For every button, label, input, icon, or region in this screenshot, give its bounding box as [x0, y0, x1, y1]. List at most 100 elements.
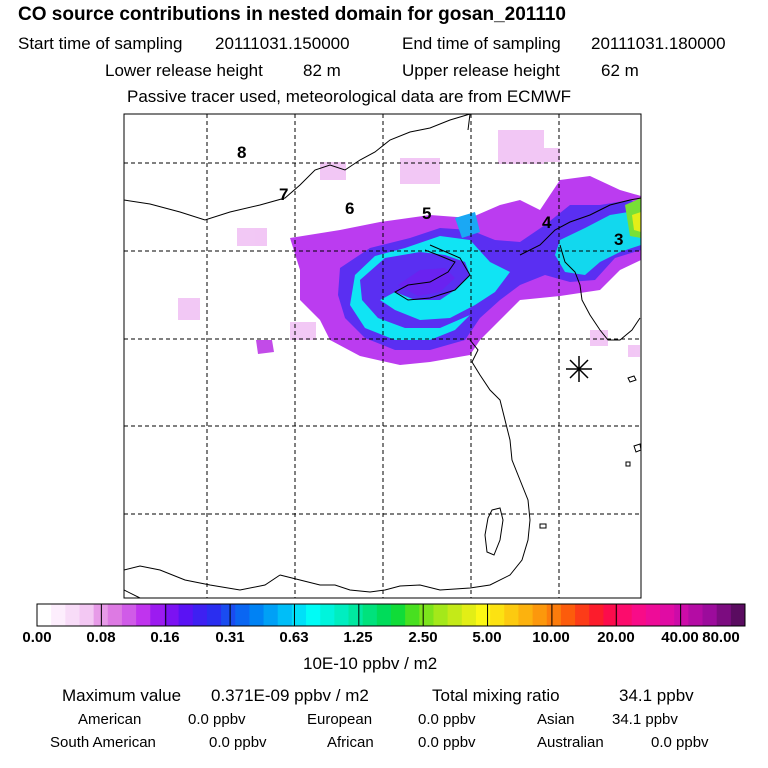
total-mixing-label: Total mixing ratio	[432, 686, 560, 705]
border-line	[124, 565, 281, 591]
colorbar-tick-label: 5.00	[472, 629, 502, 646]
colorbar-swatch	[589, 604, 604, 626]
coastline-korea-north	[519, 197, 641, 256]
region-label: 8	[237, 143, 246, 162]
colorbar-swatch	[532, 604, 548, 626]
coastline-bohai	[393, 244, 471, 301]
colorbar-swatch	[348, 604, 364, 626]
source-value-african: 0.0 ppbv	[418, 734, 476, 751]
colorbar-tick-label: 0.08	[86, 629, 116, 646]
field-fringe	[540, 148, 560, 162]
field-cyan-core	[455, 212, 480, 238]
colorbar-swatch	[391, 604, 406, 626]
colorbar-swatch	[136, 604, 151, 626]
colorbar-tick-label: 2.50	[408, 629, 438, 646]
colorbar-swatch	[362, 604, 378, 626]
colorbar-swatch	[221, 604, 236, 626]
colorbar-swatch	[645, 604, 661, 626]
source-name-south-american: South American	[50, 734, 156, 751]
colorbar-swatch	[121, 604, 137, 626]
colorbar-swatch	[51, 604, 66, 626]
colorbar-swatch	[320, 604, 335, 626]
region-label: 4	[542, 213, 552, 232]
colorbar-swatch	[433, 604, 449, 626]
colorbar-tick-label: 1.25	[343, 629, 373, 646]
island	[625, 461, 631, 467]
coastline-china-east	[279, 339, 531, 593]
source-value-australian: 0.0 ppbv	[651, 734, 709, 751]
field-fringe	[237, 228, 267, 246]
colorbar-swatch	[263, 604, 279, 626]
colorbar-swatch	[334, 604, 350, 626]
colorbar-swatch	[518, 604, 534, 626]
colorbar-swatch	[419, 604, 434, 626]
lower-release-label: Lower release height	[105, 61, 263, 80]
coastline-taiwan	[484, 507, 504, 556]
source-value-asian: 34.1 ppbv	[612, 711, 678, 728]
colorbar-frame	[36, 603, 746, 627]
colorbar-swatch	[206, 604, 222, 626]
colorbar-swatch	[546, 604, 562, 626]
border-line	[124, 114, 471, 221]
colorbar-swatch	[405, 604, 420, 626]
colorbar-swatch	[716, 604, 732, 626]
field-fringe	[590, 330, 608, 346]
colorbar-swatch	[660, 604, 675, 626]
colorbar-swatch	[291, 604, 307, 626]
colorbar-swatch	[192, 604, 208, 626]
colorbar-swatch	[164, 604, 180, 626]
gosan-receptor-star-icon	[566, 356, 592, 382]
island	[627, 375, 637, 383]
field-fringe	[498, 130, 544, 164]
plot-title: CO source contributions in nested domain…	[18, 4, 566, 25]
field-fringe	[320, 162, 346, 180]
source-name-australian: Australian	[537, 734, 604, 751]
region-label: 3	[614, 230, 623, 249]
field-cyan-core	[555, 210, 641, 275]
upper-release-label: Upper release height	[402, 61, 560, 80]
island	[539, 523, 547, 529]
colorbar-swatch	[178, 604, 194, 626]
total-mixing-value: 34.1 ppbv	[619, 686, 694, 705]
colorbar-swatch	[688, 604, 704, 626]
colorbar-tick-label: 80.00	[702, 629, 740, 646]
colorbar-swatch	[490, 604, 505, 626]
max-value: 0.371E-09 ppbv / m2	[211, 686, 369, 705]
source-name-asian: Asian	[537, 711, 575, 728]
max-value-label: Maximum value	[62, 686, 182, 705]
colorbar-tick-label: 0.63	[279, 629, 309, 646]
colorbar-tick-label: 0.16	[150, 629, 180, 646]
region-label: 5	[422, 204, 431, 223]
source-value-american: 0.0 ppbv	[188, 711, 246, 728]
colorbar-swatch	[235, 604, 250, 626]
colorbar-swatch	[475, 604, 491, 626]
colorbar-swatch	[37, 604, 52, 626]
field-fringe	[290, 322, 316, 340]
end-time-value: 20111031.180000	[591, 34, 726, 53]
colorbar-swatch	[79, 604, 95, 626]
map-frame	[123, 113, 642, 599]
colorbar-swatch	[560, 604, 576, 626]
field-fringe	[256, 340, 274, 354]
island	[633, 443, 641, 453]
upper-release-value: 62 m	[601, 61, 639, 80]
field-cyan-core	[350, 236, 510, 340]
source-name-european: European	[307, 711, 373, 728]
contribution-field	[178, 130, 641, 365]
source-value-south-american: 0.0 ppbv	[209, 734, 267, 751]
grid-lines	[124, 114, 641, 598]
colorbar-swatch	[730, 604, 746, 626]
colorbar-swatch	[603, 604, 619, 626]
colorbar-swatch	[575, 604, 590, 626]
colorbar-tick-label: 0.00	[22, 629, 52, 646]
border-line	[124, 589, 141, 598]
colorbar-unit: 10E-10 ppbv / m2	[303, 654, 438, 673]
colorbar-swatch	[306, 604, 321, 626]
colorbar-swatch	[617, 604, 633, 626]
field-fringe	[178, 298, 200, 320]
field-fringe	[628, 345, 640, 357]
colorbar-swatch	[674, 604, 689, 626]
colorbar-tick-label: 40.00	[661, 629, 699, 646]
colorbar-swatch	[461, 604, 477, 626]
colorbar	[36, 603, 746, 627]
